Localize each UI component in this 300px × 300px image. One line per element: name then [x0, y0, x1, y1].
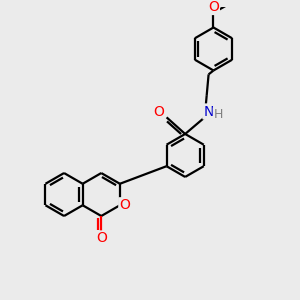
- Text: N: N: [203, 104, 214, 118]
- Text: O: O: [208, 0, 219, 14]
- Text: O: O: [119, 198, 130, 212]
- Text: O: O: [96, 232, 107, 245]
- Text: O: O: [153, 106, 164, 119]
- Text: H: H: [214, 108, 223, 121]
